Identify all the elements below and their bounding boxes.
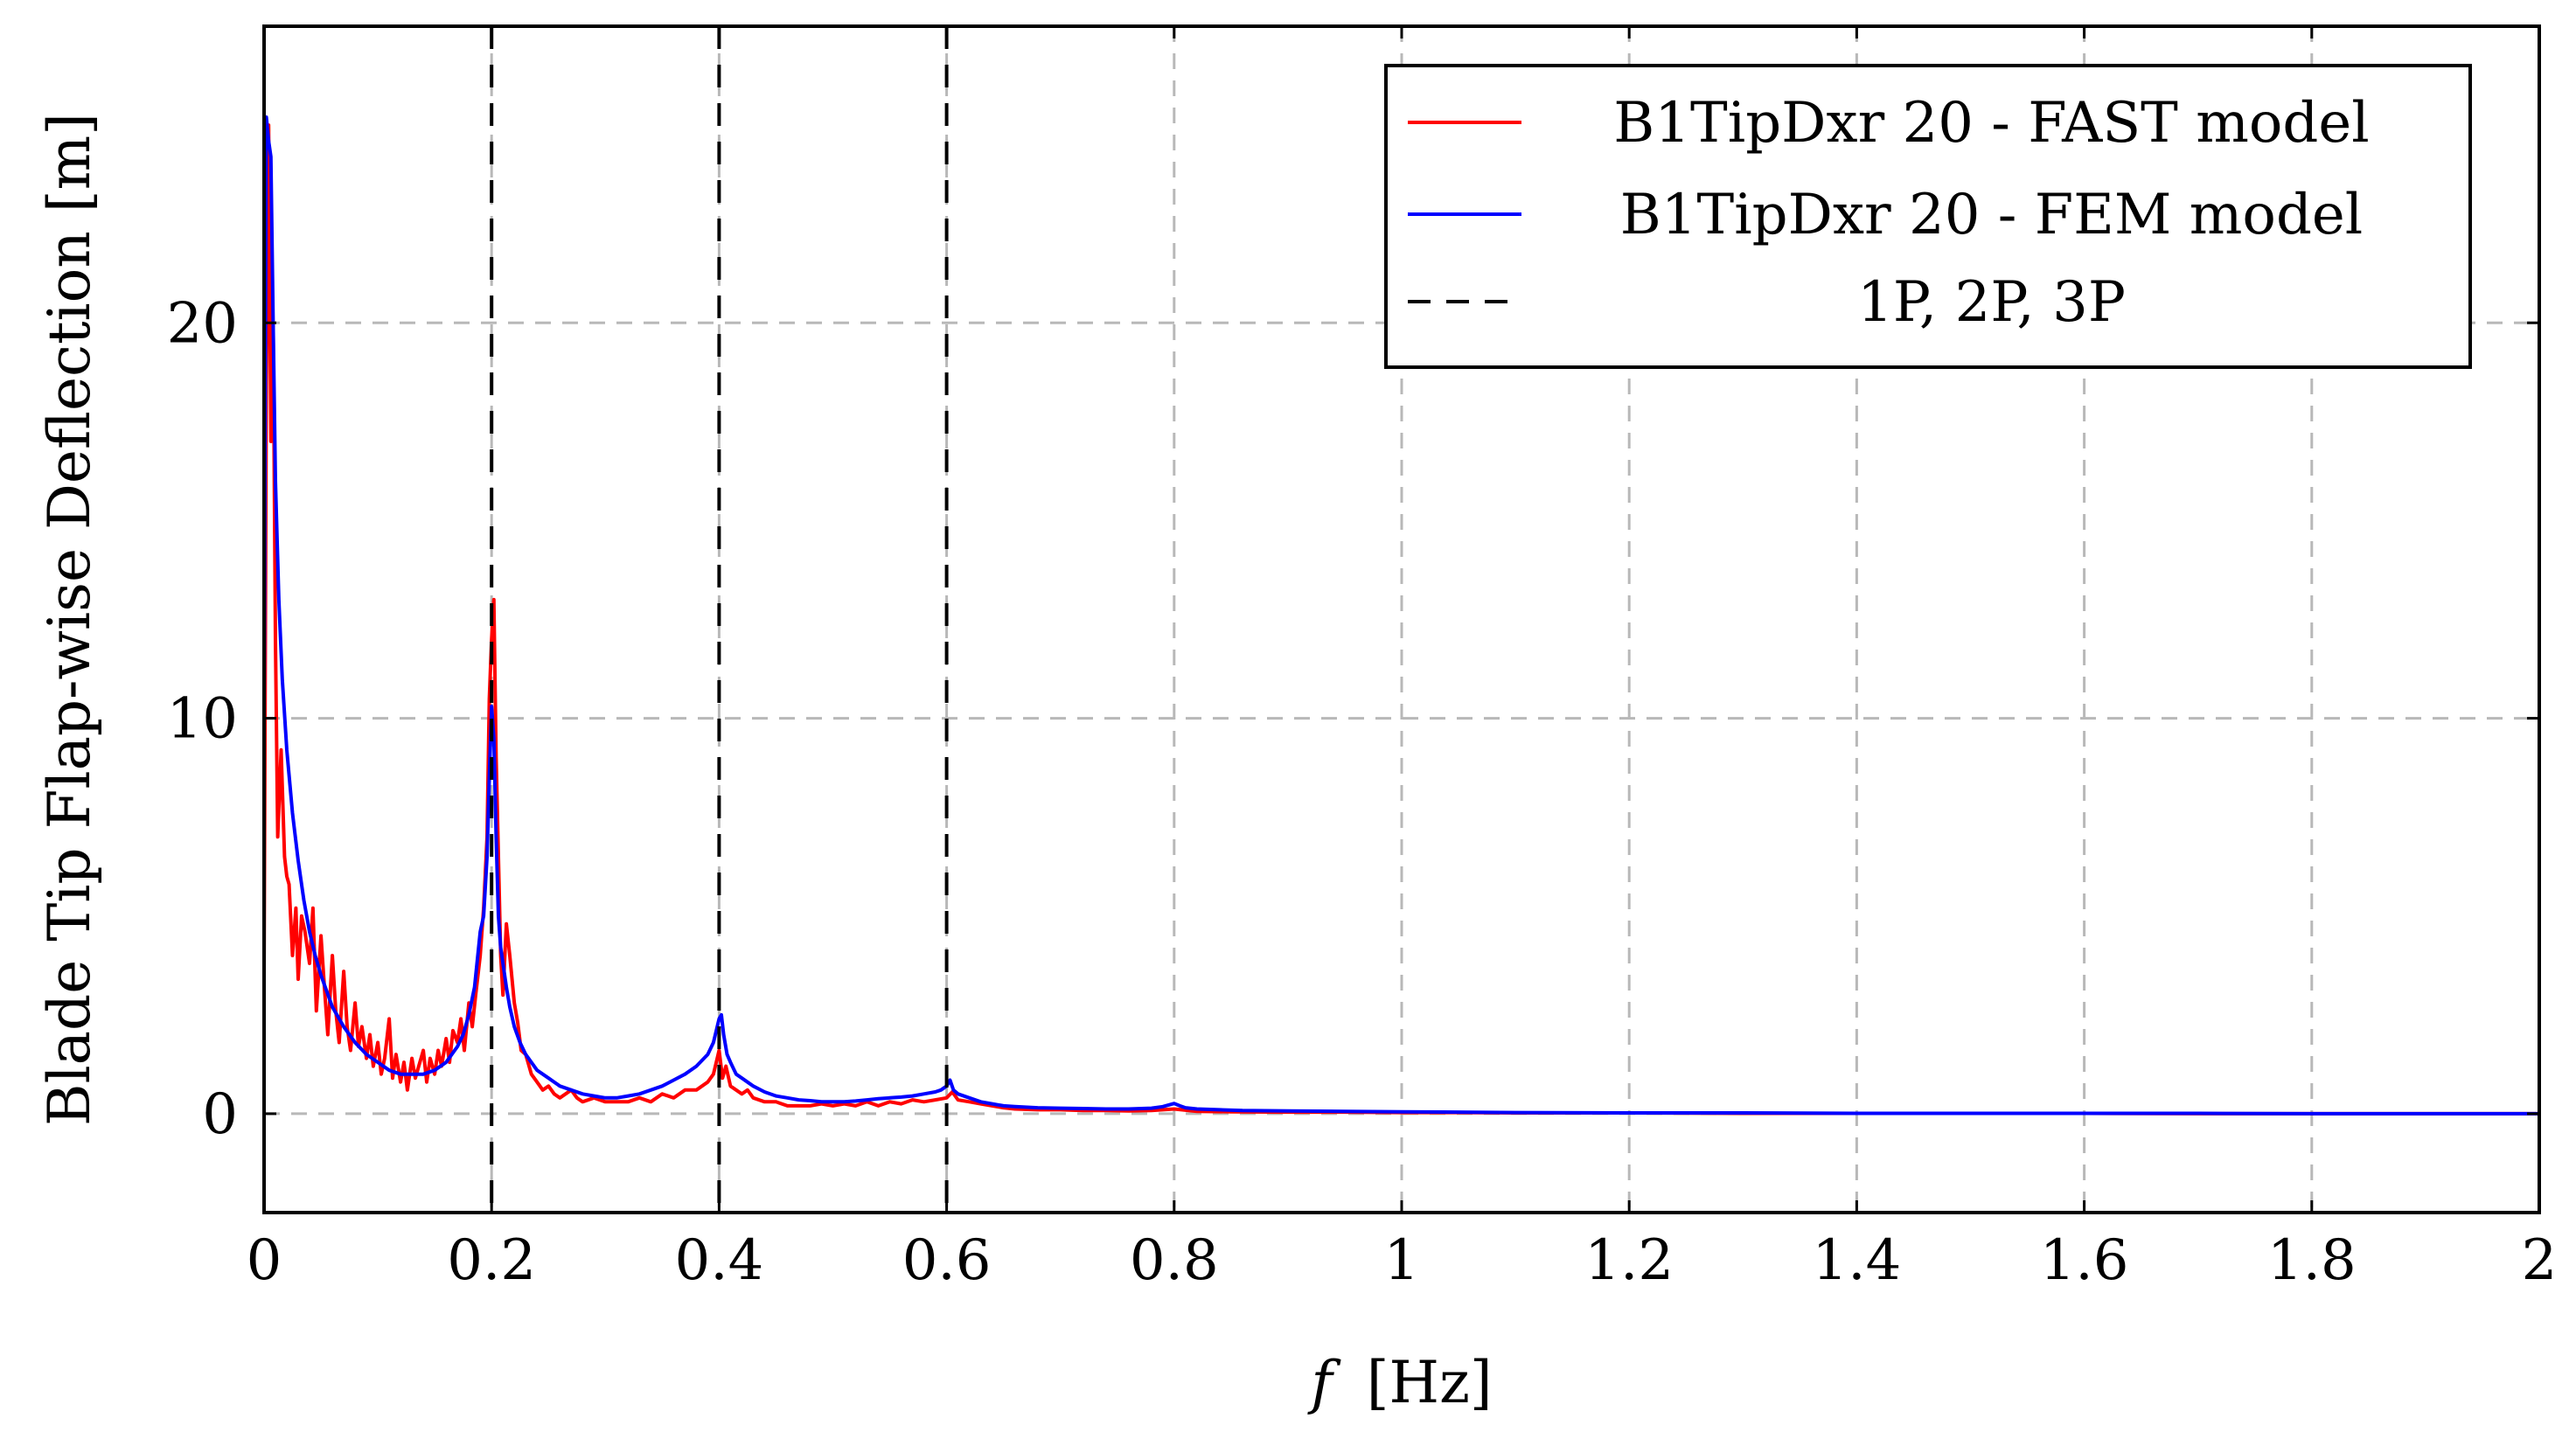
x-tick-label-2: 0.4 <box>675 1228 764 1293</box>
x-tick-label-5: 1 <box>1384 1228 1420 1293</box>
legend-label-harmonics: 1P, 2P, 3P <box>1857 270 2126 335</box>
x-axis-unit: [Hz] <box>1367 1349 1493 1416</box>
x-tick-label-0: 0 <box>247 1228 282 1293</box>
y-tick-label-2: 20 <box>167 291 238 356</box>
x-tick-label-8: 1.6 <box>2040 1228 2129 1293</box>
x-tick-label-9: 1.8 <box>2267 1228 2357 1293</box>
x-axis-title: f [Hz] <box>1306 1349 1492 1416</box>
x-tick-label-6: 1.2 <box>1584 1228 1674 1293</box>
x-tick-label-10: 2 <box>2522 1228 2558 1293</box>
y-axis-title: Blade Tip Flap-wise Deflection [m] <box>36 113 103 1126</box>
x-tick-labels: 0 0.2 0.4 0.6 0.8 1 1.2 1.4 1.6 1.8 2 <box>247 1228 2558 1293</box>
x-tick-label-7: 1.4 <box>1813 1228 1902 1293</box>
legend-box <box>1384 64 2472 369</box>
x-tick-label-1: 0.2 <box>447 1228 536 1293</box>
series-line-fast <box>262 123 2539 1116</box>
legend: B1TipDxr 20 - FAST model B1TipDxr 20 - F… <box>1384 64 2472 369</box>
axis-ticks <box>262 26 2541 1213</box>
y-tick-label-0: 0 <box>202 1082 238 1147</box>
x-tick-label-4: 0.8 <box>1130 1228 1219 1293</box>
harmonic-marker-lines <box>490 26 949 1213</box>
legend-label-fast: B1TipDxr 20 - FAST model <box>1613 91 2369 156</box>
y-tick-labels: 0 10 20 <box>167 291 238 1147</box>
series-lines <box>262 115 2539 1116</box>
legend-label-fem: B1TipDxr 20 - FEM model <box>1620 183 2364 247</box>
x-axis-symbol: f <box>1306 1349 1341 1416</box>
y-tick-label-1: 10 <box>167 687 238 752</box>
x-tick-label-3: 0.6 <box>902 1228 992 1293</box>
series-line-fem <box>262 115 2539 1116</box>
